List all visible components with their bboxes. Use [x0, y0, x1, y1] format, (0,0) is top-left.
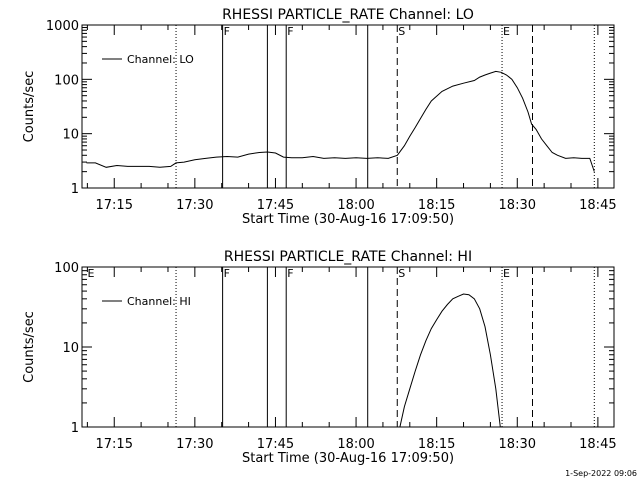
legend-label: Channel: HI [127, 295, 191, 308]
series-line-hi [399, 293, 501, 428]
x-tick-label: 17:15 [96, 198, 133, 213]
y-tick-label: 1 [71, 421, 79, 436]
x-tick-label: 18:45 [579, 198, 616, 213]
event-marker-label: F [287, 267, 293, 280]
event-marker-label: F [287, 25, 293, 38]
x-tick-label: 17:15 [96, 437, 133, 452]
y-axis-label: Counts/sec [22, 311, 37, 383]
y-tick-label: 10 [62, 341, 79, 356]
x-tick-label: 18:15 [418, 437, 455, 452]
chart-title: RHESSI PARTICLE_RATE Channel: LO [222, 7, 474, 23]
y-tick-label: 100 [54, 73, 79, 88]
x-tick-label: 17:45 [257, 437, 294, 452]
legend-label: Channel: LO [127, 53, 194, 66]
y-tick-label: 1 [71, 182, 79, 197]
event-marker-label: E [503, 267, 510, 280]
x-tick-label: 18:15 [418, 198, 455, 213]
event-marker-label: F [224, 25, 230, 38]
y-tick-label: 100 [54, 261, 79, 276]
chart-title: RHESSI PARTICLE_RATE Channel: HI [224, 249, 472, 265]
x-tick-label: 18:30 [499, 437, 536, 452]
event-marker-label: E [87, 267, 94, 280]
event-marker-label: S [398, 25, 405, 38]
plot-timestamp: 1-Sep-2022 09:06 [565, 469, 637, 478]
x-tick-label: 17:45 [257, 198, 294, 213]
y-tick-label: 10 [62, 128, 79, 143]
plot-frame [81, 266, 615, 428]
x-axis-label: Start Time (30-Aug-16 17:09:50) [242, 212, 454, 227]
x-tick-label: 18:30 [499, 198, 536, 213]
y-axis-label: Counts/sec [22, 71, 37, 143]
x-axis-label: Start Time (30-Aug-16 17:09:50) [242, 451, 454, 466]
chart-panel-lo: RHESSI PARTICLE_RATE Channel: LO 1 10 100 10… [22, 7, 617, 227]
chart-panel-hi: RHESSI PARTICLE_RATE Channel: HI 1 10 100 17… [22, 249, 617, 466]
x-tick-label: 18:00 [337, 198, 374, 213]
event-marker-label: E [503, 25, 510, 38]
x-tick-label: 18:00 [337, 437, 374, 452]
event-marker-label: F [224, 267, 230, 280]
plot-frame [81, 24, 615, 189]
x-tick-label: 18:45 [579, 437, 616, 452]
x-tick-label: 17:30 [176, 437, 213, 452]
event-marker-label: S [398, 267, 405, 280]
series-line-lo [86, 70, 595, 172]
y-tick-label: 1000 [46, 19, 79, 34]
x-tick-label: 17:30 [176, 198, 213, 213]
